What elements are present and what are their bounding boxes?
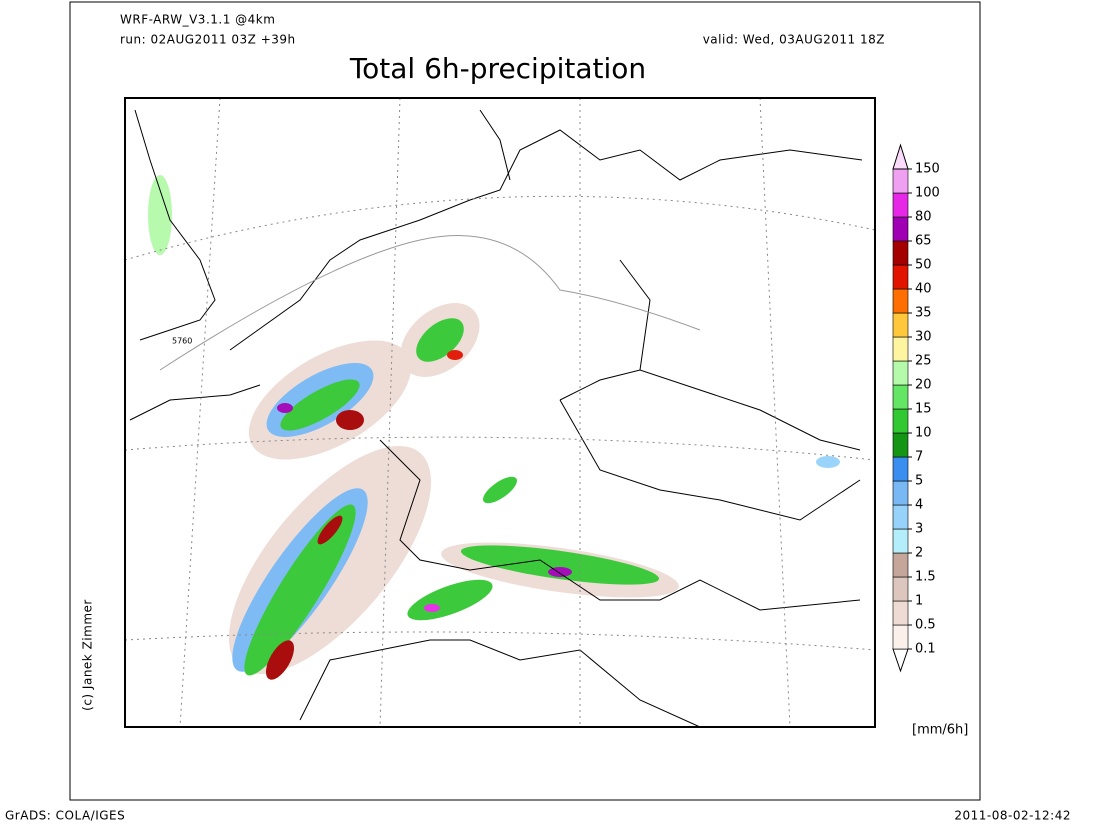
footer-right: 2011-08-02-12:42 xyxy=(954,809,1071,823)
colorbar-label: 4 xyxy=(915,498,923,513)
colorbar: 0.1 0.5 1 1.5 2 3 4 5 7 10 15 20 25 30 35 40 50 65 80 100 15… xyxy=(892,143,940,673)
colorbar-label: 5 xyxy=(915,474,923,489)
colorbar-box xyxy=(892,240,909,266)
colorbar-label: 80 xyxy=(915,210,932,225)
colorbar-box xyxy=(892,456,909,482)
outer-frame xyxy=(69,1,981,801)
colorbar-box xyxy=(892,192,909,218)
colorbar-box xyxy=(892,216,909,242)
colorbar-box xyxy=(892,360,909,386)
colorbar-label: 7 xyxy=(915,450,923,465)
colorbar-label: 150 xyxy=(915,162,940,177)
colorbar-label: 1.5 xyxy=(915,570,936,585)
colorbar-label: 10 xyxy=(915,426,932,441)
colorbar-box xyxy=(892,384,909,410)
colorbar-label: 3 xyxy=(915,522,923,537)
colorbar-label: 25 xyxy=(915,354,932,369)
colorbar-label: 40 xyxy=(915,282,932,297)
colorbar-box xyxy=(892,336,909,362)
colorbar-box xyxy=(892,480,909,506)
valid-time: valid: Wed, 03AUG2011 18Z xyxy=(703,33,885,47)
colorbar-end xyxy=(892,648,909,673)
colorbar-box xyxy=(892,264,909,290)
colorbar-box xyxy=(892,576,909,602)
colorbar-label: 35 xyxy=(915,306,932,321)
colorbar-end xyxy=(892,143,909,170)
colorbar-box xyxy=(892,168,909,194)
colorbar-label: 15 xyxy=(915,402,932,417)
colorbar-box xyxy=(892,504,909,530)
colorbar-box xyxy=(892,432,909,458)
colorbar-box xyxy=(892,552,909,578)
colorbar-label: 65 xyxy=(915,234,932,249)
run-time: run: 02AUG2011 03Z +39h xyxy=(120,33,296,47)
colorbar-box xyxy=(892,312,909,338)
colorbar-label: 50 xyxy=(915,258,932,273)
colorbar-box xyxy=(892,600,909,626)
colorbar-label: 20 xyxy=(915,378,932,393)
contour-label: 5760 xyxy=(172,337,192,346)
colorbar-unit: [mm/6h] xyxy=(912,723,968,738)
colorbar-box xyxy=(892,408,909,434)
colorbar-box xyxy=(892,624,909,650)
colorbar-label: 0.1 xyxy=(915,642,936,657)
colorbar-label: 2 xyxy=(915,546,923,561)
map-title: Total 6h-precipitation xyxy=(349,52,646,85)
map-area: 5760 xyxy=(124,97,876,728)
credit: (c) Janek Zimmer xyxy=(81,599,95,711)
map-frame xyxy=(124,97,876,728)
colorbar-label: 1 xyxy=(915,594,923,609)
colorbar-label: 100 xyxy=(915,186,940,201)
colorbar-label: 30 xyxy=(915,330,932,345)
colorbar-box xyxy=(892,528,909,554)
footer-left: GrADS: COLA/IGES xyxy=(5,809,125,823)
colorbar-box xyxy=(892,288,909,314)
colorbar-label: 0.5 xyxy=(915,618,936,633)
model-name: WRF-ARW_V3.1.1 @4km xyxy=(120,13,275,27)
